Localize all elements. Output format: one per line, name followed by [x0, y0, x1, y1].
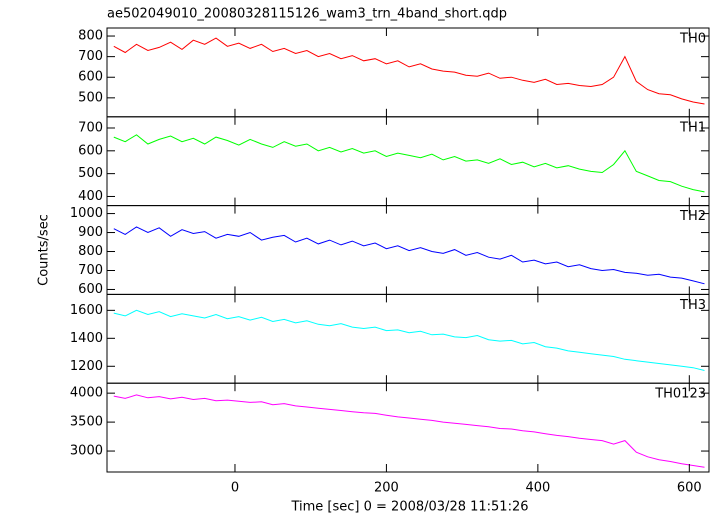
panel-frame — [106, 116, 710, 207]
y-tick-label: 900 — [78, 225, 103, 240]
y-tick-label: 600 — [78, 70, 103, 85]
panel-label: TH3 — [679, 298, 706, 313]
y-tick-label: 800 — [78, 244, 103, 259]
y-tick-label: 500 — [78, 166, 103, 181]
x-tick-label: 200 — [374, 481, 399, 496]
panel-frame — [106, 382, 710, 473]
y-tick-label: 1600 — [70, 303, 103, 318]
data-line — [113, 309, 705, 371]
y-tick-label: 800 — [78, 29, 103, 44]
x-tick-label: 600 — [677, 481, 702, 496]
chart-title: ae502049010_20080328115126_wam3_trn_4ban… — [107, 7, 507, 22]
y-tick-label: 3000 — [70, 444, 103, 459]
y-tick-label: 700 — [78, 120, 103, 135]
y-tick-label: 1400 — [70, 331, 103, 346]
panel-label: TH0123 — [654, 387, 706, 402]
y-tick-label: 1200 — [70, 359, 103, 374]
data-line — [113, 226, 705, 285]
panel-label: TH2 — [679, 209, 706, 224]
x-tick-label: 400 — [525, 481, 550, 496]
y-tick-label: 1000 — [70, 206, 103, 221]
y-tick-label: 400 — [78, 189, 103, 204]
y-tick-label: 700 — [78, 49, 103, 64]
x-tick-label: 0 — [231, 481, 239, 496]
data-line — [113, 394, 705, 468]
panel-label: TH0 — [679, 32, 706, 47]
panel-label: TH1 — [679, 120, 706, 135]
y-tick-label: 600 — [78, 282, 103, 297]
y-tick-label: 3500 — [70, 415, 103, 430]
data-line — [113, 134, 705, 193]
panel-frame — [106, 293, 710, 384]
y-tick-label: 4000 — [70, 386, 103, 401]
y-tick-label: 500 — [78, 90, 103, 105]
y-tick-label: 700 — [78, 263, 103, 278]
x-axis-label: Time [sec] 0 = 2008/03/28 11:51:26 — [290, 500, 528, 515]
y-axis-label: Counts/sec — [37, 214, 52, 286]
y-tick-label: 600 — [78, 143, 103, 158]
data-line — [113, 37, 705, 105]
